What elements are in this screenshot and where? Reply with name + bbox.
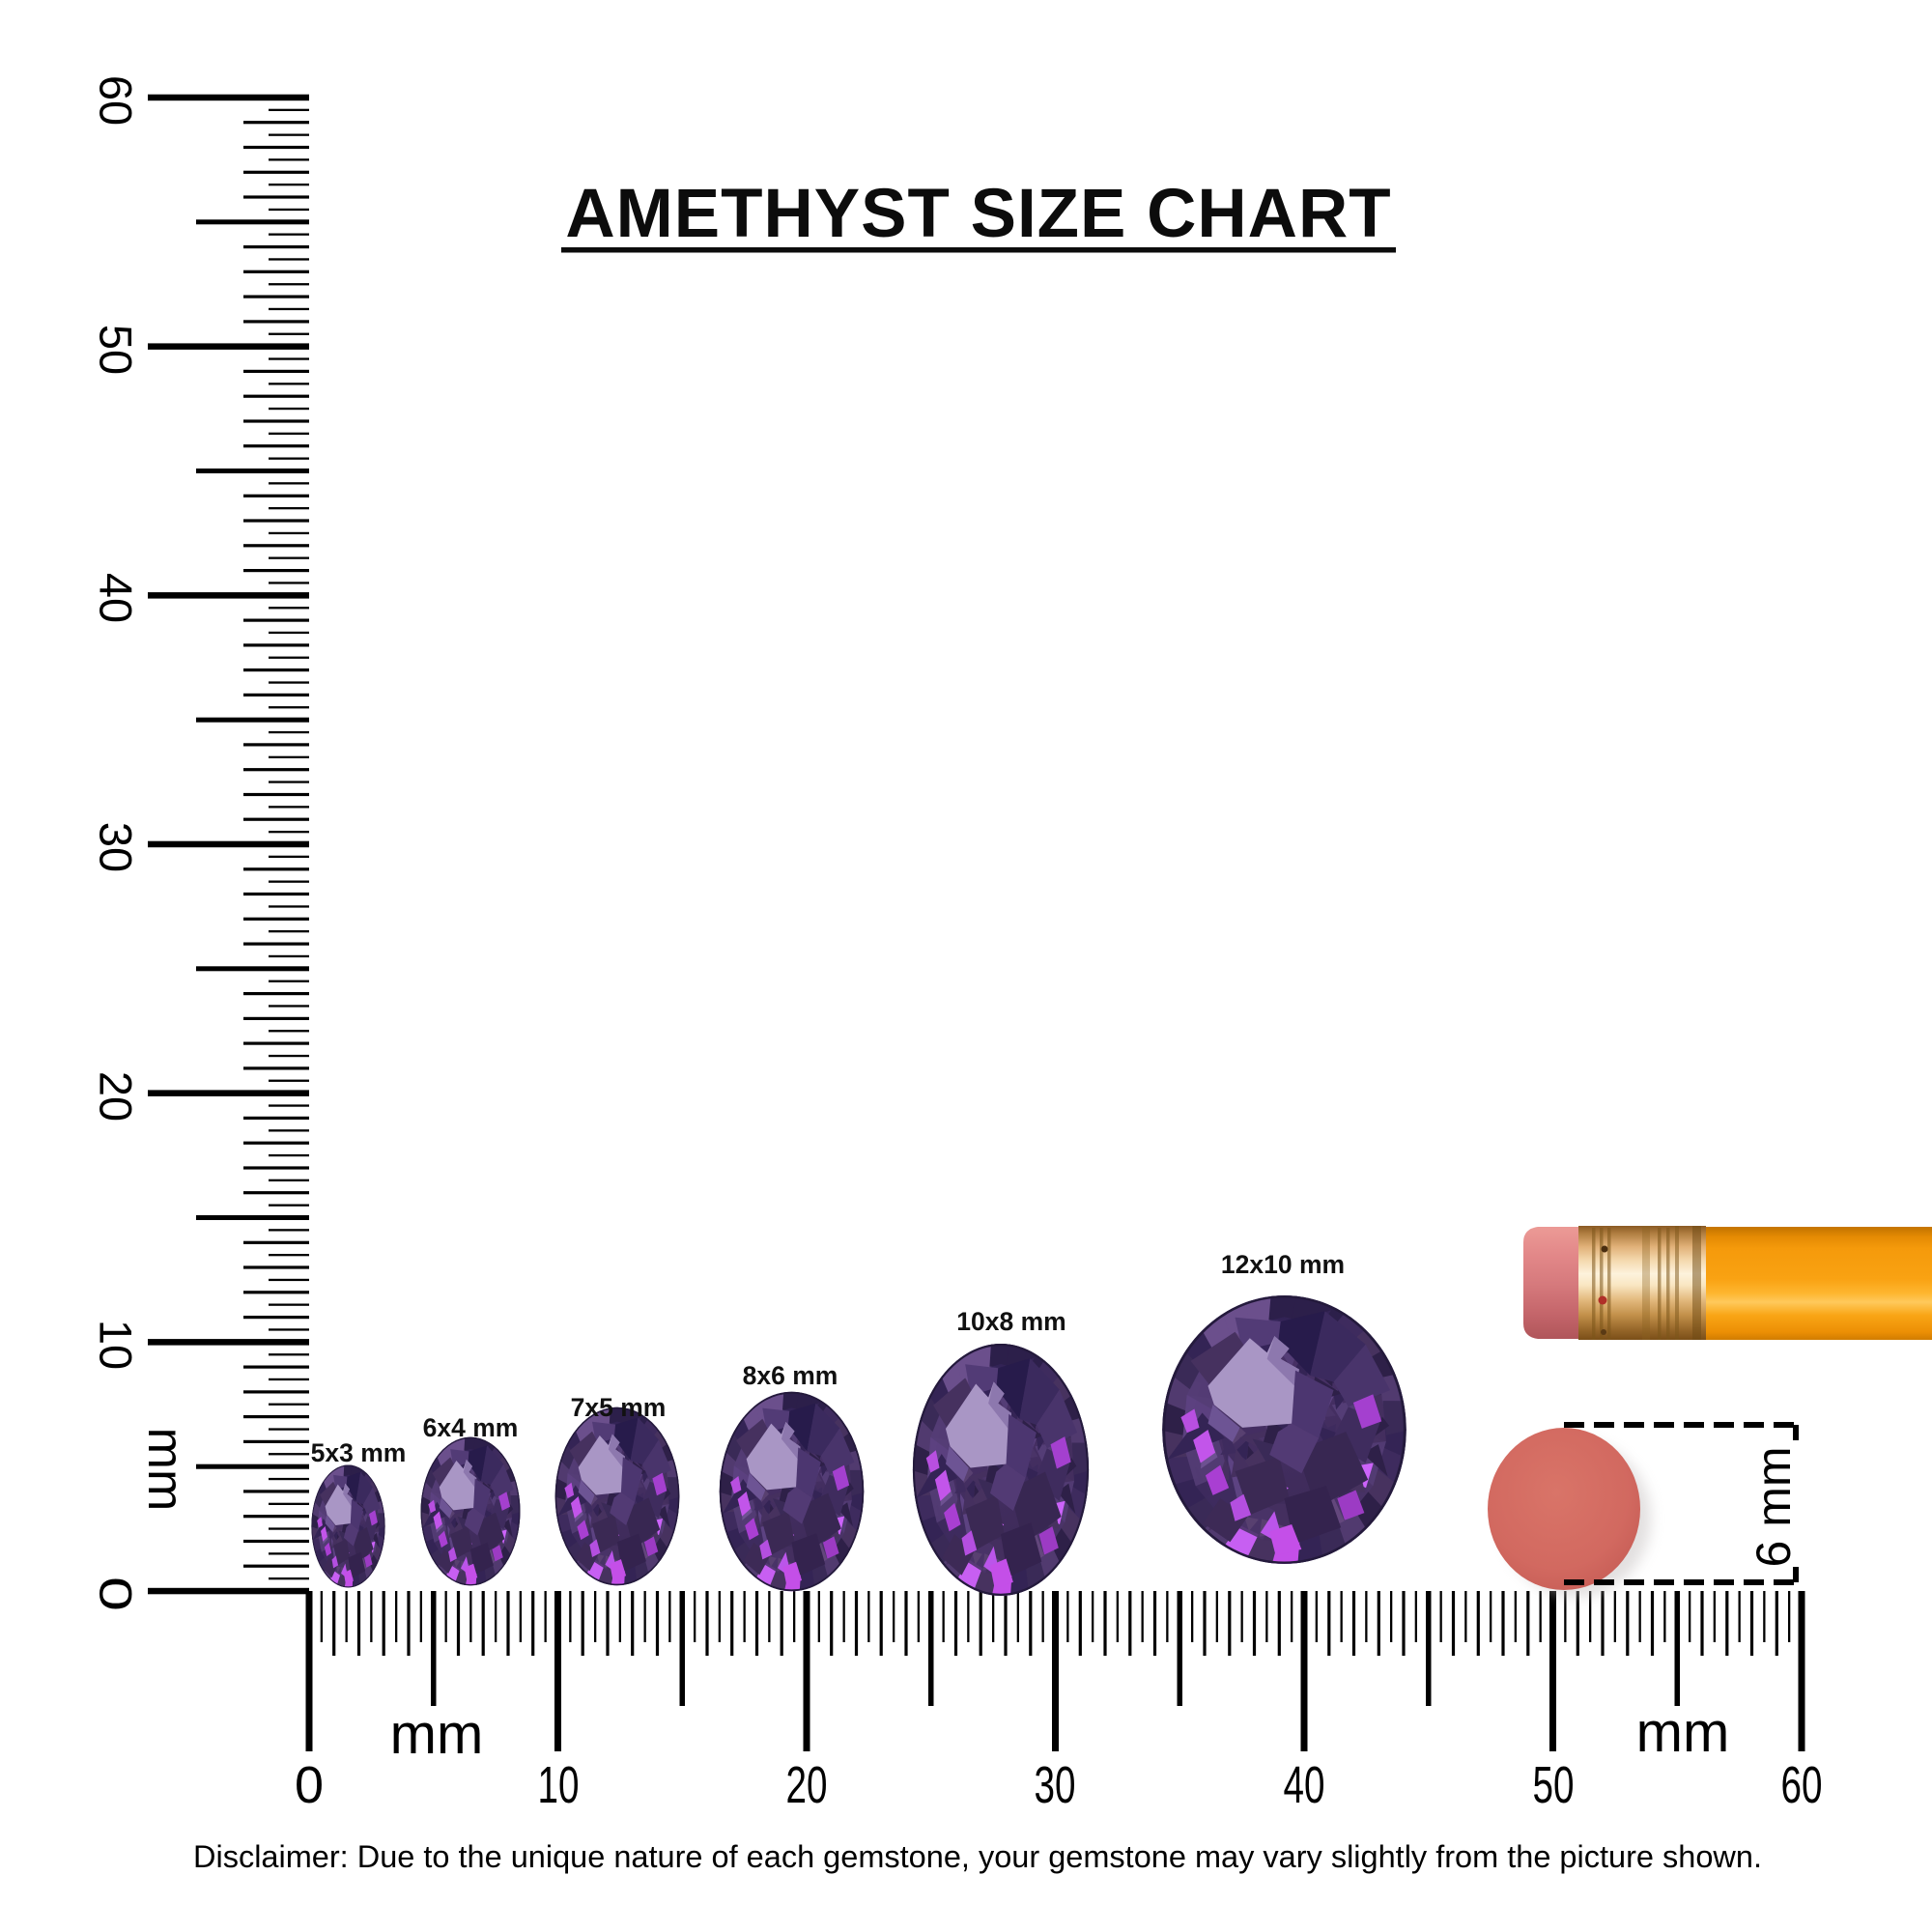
svg-text:20: 20 bbox=[786, 1756, 828, 1814]
svg-text:8x6 mm: 8x6 mm bbox=[743, 1361, 838, 1390]
svg-text:50: 50 bbox=[1533, 1756, 1575, 1814]
svg-text:30: 30 bbox=[1035, 1756, 1076, 1814]
svg-text:60: 60 bbox=[1781, 1756, 1823, 1814]
svg-text:7x5 mm: 7x5 mm bbox=[571, 1393, 667, 1422]
svg-text:10: 10 bbox=[538, 1756, 580, 1814]
svg-text:mm: mm bbox=[1636, 1701, 1730, 1764]
svg-text:20: 20 bbox=[91, 1071, 142, 1122]
svg-text:AMETHYST SIZE CHART: AMETHYST SIZE CHART bbox=[565, 176, 1391, 252]
svg-text:60: 60 bbox=[91, 75, 142, 126]
svg-text:0: 0 bbox=[295, 1756, 324, 1814]
svg-text:10x8 mm: 10x8 mm bbox=[956, 1307, 1065, 1336]
svg-text:6 mm: 6 mm bbox=[1747, 1447, 1801, 1568]
svg-text:6x4 mm: 6x4 mm bbox=[423, 1413, 519, 1442]
svg-text:50: 50 bbox=[91, 325, 142, 375]
svg-text:40: 40 bbox=[1284, 1756, 1325, 1814]
svg-text:10: 10 bbox=[91, 1320, 142, 1370]
svg-text:5x3 mm: 5x3 mm bbox=[311, 1438, 407, 1467]
svg-text:40: 40 bbox=[91, 573, 142, 623]
svg-text:0: 0 bbox=[91, 1577, 142, 1611]
svg-text:mm: mm bbox=[390, 1703, 484, 1766]
svg-text:12x10 mm: 12x10 mm bbox=[1221, 1250, 1345, 1279]
svg-text:Disclaimer: Due to the unique: Disclaimer: Due to the unique nature of … bbox=[193, 1839, 1762, 1874]
svg-text:30: 30 bbox=[91, 822, 142, 872]
svg-text:mm: mm bbox=[137, 1428, 193, 1512]
